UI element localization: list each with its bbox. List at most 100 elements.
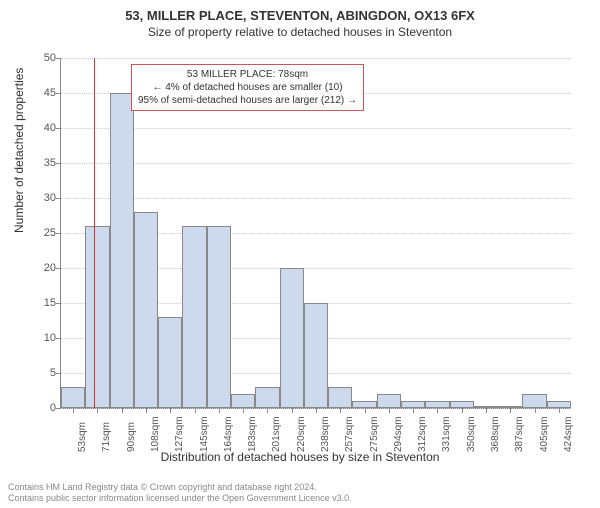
xtick-label: 127sqm <box>174 416 185 452</box>
xtick-label: 90sqm <box>126 422 137 452</box>
ytick-label: 0 <box>26 402 56 414</box>
xtick-label: 350sqm <box>466 416 477 452</box>
ytick-mark <box>56 58 61 59</box>
gridline <box>61 128 571 129</box>
xtick-mark <box>146 408 147 413</box>
gridline <box>61 163 571 164</box>
ytick-mark <box>56 373 61 374</box>
xtick-label: 108sqm <box>150 416 161 452</box>
xtick-mark <box>97 408 98 413</box>
xtick-label: 238sqm <box>320 416 331 452</box>
histogram-bar <box>255 387 279 408</box>
property-marker-line <box>94 58 95 408</box>
histogram-bar <box>450 401 474 408</box>
xtick-label: 368sqm <box>490 416 501 452</box>
ytick-mark <box>56 233 61 234</box>
histogram-bar <box>377 394 401 408</box>
histogram-bar <box>61 387 85 408</box>
footer: Contains HM Land Registry data © Crown c… <box>8 482 592 504</box>
xtick-mark <box>486 408 487 413</box>
xtick-label: 164sqm <box>223 416 234 452</box>
xtick-mark <box>73 408 74 413</box>
xtick-mark <box>219 408 220 413</box>
histogram-bar <box>328 387 352 408</box>
chart-subtitle: Size of property relative to detached ho… <box>0 25 600 39</box>
xtick-mark <box>413 408 414 413</box>
ytick-label: 45 <box>26 87 56 99</box>
ytick-label: 10 <box>26 332 56 344</box>
ytick-mark <box>56 408 61 409</box>
gridline <box>61 58 571 59</box>
ytick-mark <box>56 198 61 199</box>
xtick-label: 71sqm <box>101 422 112 452</box>
histogram-bar <box>158 317 182 408</box>
histogram-bar <box>425 401 449 408</box>
xtick-mark <box>535 408 536 413</box>
chart-area: 0510152025303540455053sqm71sqm90sqm108sq… <box>60 58 570 408</box>
ytick-label: 15 <box>26 297 56 309</box>
xtick-mark <box>559 408 560 413</box>
histogram-bar <box>182 226 206 408</box>
footer-line-2: Contains public sector information licen… <box>8 493 592 504</box>
xtick-label: 294sqm <box>393 416 404 452</box>
xtick-mark <box>462 408 463 413</box>
xtick-mark <box>510 408 511 413</box>
histogram-bar <box>352 401 376 408</box>
xtick-label: 424sqm <box>563 416 574 452</box>
xtick-label: 53sqm <box>77 422 88 452</box>
annotation-box: 53 MILLER PLACE: 78sqm← 4% of detached h… <box>131 64 364 111</box>
ytick-mark <box>56 128 61 129</box>
xtick-label: 183sqm <box>247 416 258 452</box>
xtick-mark <box>122 408 123 413</box>
xtick-label: 201sqm <box>271 416 282 452</box>
y-axis-label: Number of detached properties <box>12 68 26 233</box>
xtick-mark <box>365 408 366 413</box>
xtick-label: 257sqm <box>344 416 355 452</box>
histogram-bar <box>280 268 304 408</box>
histogram-bar <box>207 226 231 408</box>
histogram-bar <box>231 394 255 408</box>
xtick-mark <box>340 408 341 413</box>
xtick-mark <box>267 408 268 413</box>
xtick-mark <box>316 408 317 413</box>
ytick-label: 30 <box>26 192 56 204</box>
x-axis-label: Distribution of detached houses by size … <box>0 450 600 464</box>
ytick-mark <box>56 93 61 94</box>
annotation-line: ← 4% of detached houses are smaller (10) <box>138 81 357 94</box>
xtick-label: 312sqm <box>417 416 428 452</box>
ytick-label: 50 <box>26 52 56 64</box>
gridline <box>61 198 571 199</box>
ytick-mark <box>56 338 61 339</box>
ytick-mark <box>56 303 61 304</box>
ytick-mark <box>56 268 61 269</box>
xtick-label: 387sqm <box>514 416 525 452</box>
histogram-bar <box>401 401 425 408</box>
xtick-mark <box>389 408 390 413</box>
ytick-label: 20 <box>26 262 56 274</box>
ytick-mark <box>56 163 61 164</box>
histogram-bar <box>547 401 571 408</box>
xtick-mark <box>292 408 293 413</box>
footer-line-1: Contains HM Land Registry data © Crown c… <box>8 482 592 493</box>
xtick-label: 220sqm <box>296 416 307 452</box>
xtick-mark <box>195 408 196 413</box>
xtick-mark <box>243 408 244 413</box>
xtick-label: 275sqm <box>369 416 380 452</box>
xtick-label: 145sqm <box>199 416 210 452</box>
ytick-label: 25 <box>26 227 56 239</box>
xtick-label: 405sqm <box>539 416 550 452</box>
annotation-line: 53 MILLER PLACE: 78sqm <box>138 68 357 81</box>
xtick-mark <box>437 408 438 413</box>
plot-region: 0510152025303540455053sqm71sqm90sqm108sq… <box>60 58 571 409</box>
histogram-bar <box>304 303 328 408</box>
xtick-mark <box>170 408 171 413</box>
xtick-label: 331sqm <box>441 416 452 452</box>
ytick-label: 40 <box>26 122 56 134</box>
ytick-label: 5 <box>26 367 56 379</box>
ytick-label: 35 <box>26 157 56 169</box>
histogram-bar <box>85 226 109 408</box>
histogram-bar <box>522 394 546 408</box>
histogram-bar <box>110 93 134 408</box>
annotation-line: 95% of semi-detached houses are larger (… <box>138 94 357 107</box>
histogram-bar <box>134 212 158 408</box>
